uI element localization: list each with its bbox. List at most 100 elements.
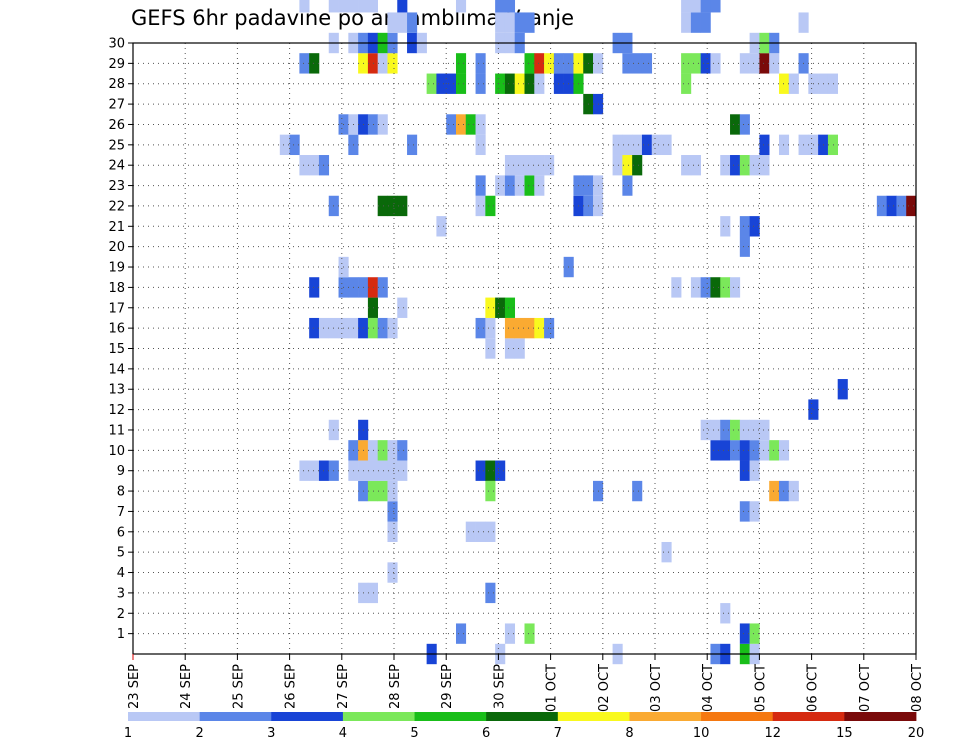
heatmap-cell — [495, 0, 506, 13]
heatmap-cell — [504, 297, 516, 318]
heatmap-cell — [700, 53, 711, 74]
x-tick-label: 28 SEP — [388, 664, 403, 709]
y-tick-label: 11 — [108, 423, 125, 438]
heatmap-cell — [534, 73, 545, 94]
heatmap-cell — [739, 419, 750, 441]
heatmap-cell — [514, 338, 525, 359]
heatmap-cell — [504, 12, 516, 33]
x-tick-label: 30 SEP — [492, 664, 507, 709]
y-tick-label: 14 — [108, 362, 125, 377]
heatmap-cell — [769, 480, 780, 502]
colorbar: 1 2 3 4 5 6 7 8 10 12 15 20 — [124, 712, 924, 741]
heatmap-cell — [485, 582, 496, 604]
heatmap-cell — [367, 582, 378, 604]
heatmap-cell — [348, 0, 359, 13]
heatmap-cell — [485, 521, 496, 542]
heatmap-cell — [544, 155, 555, 176]
heatmap-cell — [495, 175, 506, 196]
colorbar-swatch — [128, 712, 201, 721]
y-tick-label: 29 — [108, 57, 125, 72]
heatmap-cell — [387, 12, 398, 33]
heatmap-cell — [455, 53, 467, 74]
heatmap-cell — [827, 134, 838, 156]
y-tick-label: 19 — [108, 261, 125, 276]
y-tick-label: 10 — [108, 444, 125, 459]
heatmap-cell — [622, 53, 633, 74]
heatmap-cell — [387, 440, 398, 461]
colorbar-swatch — [486, 712, 559, 721]
heatmap-cell — [475, 134, 486, 156]
heatmap-cell — [778, 73, 790, 94]
heatmap-cell — [367, 114, 378, 135]
heatmap-cell — [514, 175, 525, 196]
heatmap-cell — [436, 73, 447, 94]
heatmap-cell — [690, 277, 701, 298]
y-tick-label: 6 — [117, 525, 125, 540]
colorbar-swatch — [844, 712, 917, 721]
heatmap-cell — [485, 297, 496, 318]
heatmap-cell — [651, 134, 662, 156]
heatmap-cell — [632, 480, 643, 502]
x-axis: 23 SEP 24 SEP 25 SEP 26 SEP 27 SEP 28 SEP 29 S… — [127, 654, 925, 712]
heatmap-cell — [661, 134, 672, 156]
heatmap-cell — [730, 440, 741, 461]
heatmap-cell — [426, 73, 437, 94]
colorbar-swatch — [557, 712, 630, 721]
heatmap-cell — [446, 114, 457, 135]
heatmap-cell — [367, 0, 378, 13]
heatmap-cell — [837, 379, 848, 400]
x-tick-label: 02 OCT — [597, 664, 612, 712]
colorbar-swatch — [342, 712, 415, 721]
heatmap-cell — [387, 501, 398, 522]
heatmap-cell — [730, 155, 741, 176]
heatmap-cell — [690, 12, 701, 33]
heatmap-cell — [407, 134, 418, 156]
heatmap-cell — [387, 195, 398, 217]
heatmap-cell — [612, 155, 623, 176]
heatmap-cell — [377, 460, 388, 481]
heatmap-cell — [377, 480, 388, 502]
heatmap-cell — [739, 155, 750, 176]
y-tick-label: 4 — [117, 566, 125, 581]
heatmap-cell — [886, 195, 897, 217]
heatmap-cell — [367, 297, 378, 318]
heatmap-cell — [730, 277, 741, 298]
heatmap-cell — [514, 73, 525, 94]
heatmap-cell — [367, 480, 378, 502]
colorbar-label: 15 — [836, 726, 853, 741]
heatmap-cell — [455, 114, 467, 135]
heatmap-cell — [358, 0, 369, 13]
heatmap-cell — [377, 277, 388, 298]
heatmap-cell — [475, 460, 486, 481]
colorbar-swatch — [701, 712, 774, 721]
colorbar-label: 12 — [764, 726, 781, 741]
grid-lines — [133, 43, 916, 654]
heatmap-cell — [397, 12, 408, 33]
heatmap-cell — [690, 0, 701, 13]
heatmap-cell — [387, 480, 398, 502]
heatmap-cell — [759, 440, 770, 461]
heatmap-cell — [700, 12, 711, 33]
heatmap-cell — [465, 114, 476, 135]
heatmap-cell — [720, 155, 731, 176]
x-tick-label: 23 SEP — [127, 664, 142, 709]
y-tick-label: 26 — [108, 118, 125, 133]
heatmap-cell — [309, 317, 320, 339]
colorbar-label: 6 — [482, 726, 490, 741]
x-tick-label: 06 OCT — [806, 664, 821, 712]
colorbar-swatch — [629, 712, 702, 721]
heatmap-cell — [387, 317, 398, 339]
heatmap-cell — [524, 623, 535, 644]
heatmap-cell — [299, 53, 310, 74]
colorbar-label: 3 — [267, 726, 275, 741]
heatmap-cell — [690, 53, 701, 74]
heatmap-cell — [534, 175, 545, 196]
heatmap-cell — [367, 277, 378, 298]
heatmap-cell — [749, 460, 760, 481]
heatmap-cell — [524, 155, 535, 176]
y-axis: 1234567891011121314151617181920212223242… — [108, 37, 133, 642]
heatmap-cell — [641, 53, 653, 74]
heatmap-cell — [720, 216, 731, 237]
heatmap-cell — [309, 155, 320, 176]
heatmap-cell — [906, 195, 917, 217]
